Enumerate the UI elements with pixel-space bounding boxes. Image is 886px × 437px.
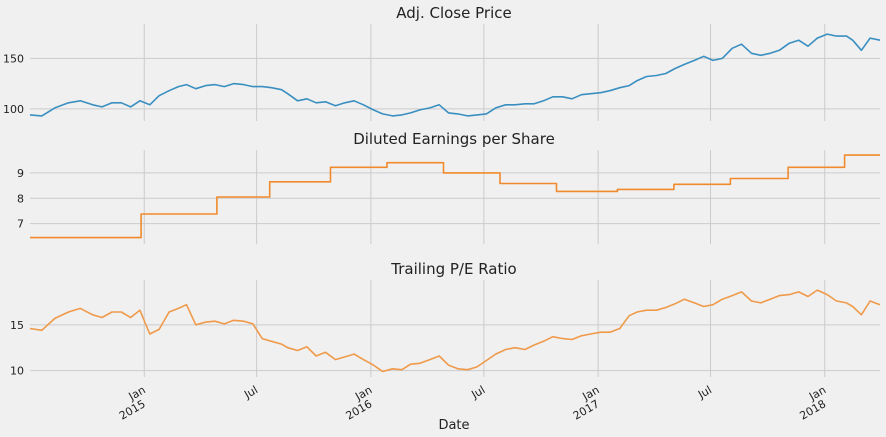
price-series-line: [29, 33, 881, 117]
price-panel: 100 150: [3, 24, 881, 121]
price-ytick-label: 150: [3, 52, 24, 65]
eps-series-line: [30, 154, 880, 239]
x-tick-month-label: Jul: [695, 383, 714, 401]
x-tick-month-label: Jul: [241, 383, 260, 401]
eps-panel: 7 8 9: [17, 150, 880, 244]
pe-series-line: [29, 289, 881, 373]
price-chart-title: Adj. Close Price: [396, 4, 511, 22]
price-ytick-label: 100: [3, 103, 24, 116]
pe-ytick-label: 15: [10, 319, 24, 332]
pe-chart-title: Trailing P/E Ratio: [390, 260, 516, 278]
eps-chart-title: Diluted Earnings per Share: [353, 130, 555, 148]
pe-panel: 10 15: [10, 280, 881, 378]
eps-ytick-label: 8: [17, 192, 24, 205]
x-tick-month-label: Jul: [469, 383, 488, 401]
eps-ytick-label: 9: [17, 167, 24, 180]
pe-ytick-label: 10: [10, 365, 24, 378]
x-axis-label: Date: [438, 418, 469, 433]
eps-ytick-label: 7: [17, 218, 24, 231]
